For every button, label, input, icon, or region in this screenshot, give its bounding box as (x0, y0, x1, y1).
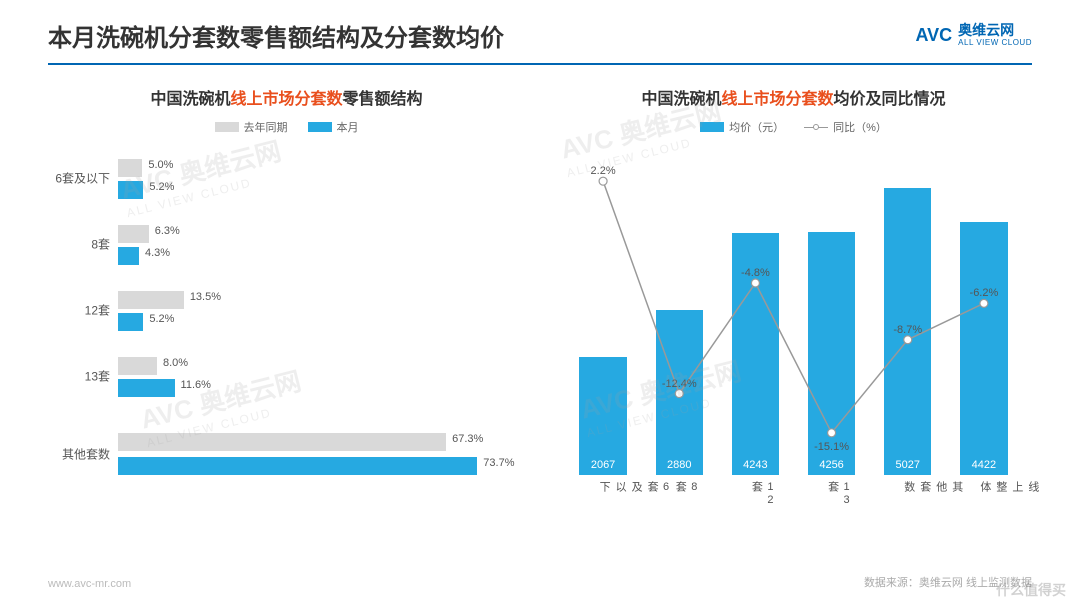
yoy-line (565, 155, 1022, 475)
logo-cn: 奥维云网 (958, 23, 1032, 38)
right-plot-wrap: 20676套及以下28808套424312套425613套5027其他套数442… (555, 145, 1032, 555)
hbar-blue (118, 379, 175, 397)
left-legend: 去年同期 本月 (48, 119, 525, 135)
hbar-blue (118, 313, 143, 331)
swatch-gray (215, 122, 239, 132)
x-category-label: 其他套数 (901, 481, 965, 493)
hbar-gray-value: 67.3% (452, 433, 483, 445)
swatch-bar (700, 122, 724, 132)
swatch-blue (308, 122, 332, 132)
legend-line-label: 同比（%） (833, 119, 887, 135)
hbar-row: 其他套数67.3%73.7% (118, 409, 525, 499)
hbar-blue (118, 247, 139, 265)
footer-url: www.avc-mr.com (48, 578, 131, 590)
hbar-blue-value: 11.6% (181, 379, 211, 391)
hbar-blue-value: 5.2% (149, 181, 174, 193)
right-legend: 均价（元） 同比（%） (555, 119, 1032, 135)
left-title-pre: 中国洗碗机 (150, 91, 230, 108)
right-plot-area: 20676套及以下28808套424312套425613套5027其他套数442… (565, 155, 1022, 475)
x-category-label: 12套 (748, 481, 776, 507)
left-plot-area: 6套及以下 5.0% 5.2% 8套 6.3% 4.3% 12套 13.5% 5.2% 13套 8.… (48, 145, 525, 555)
hbar-blue-value: 4.3% (145, 247, 170, 259)
legend-bar-label: 均价（元） (729, 119, 784, 135)
hbar-category-label: 12套 (48, 302, 110, 319)
swatch-line (804, 122, 828, 132)
hbar-gray (118, 433, 446, 451)
left-title-post: 零售额结构 (343, 91, 423, 108)
hbar-blue (118, 181, 143, 199)
hbar-blue-value: 5.2% (149, 313, 174, 325)
page-title: 本月洗碗机分套数零售额结构及分套数均价 (48, 18, 504, 53)
logo-en: AVC (915, 25, 952, 46)
yoy-point-label: -6.2% (970, 287, 999, 299)
hbar-row: 12套13.5%5.2% (118, 277, 525, 343)
x-category-label: 线上整体 (977, 481, 1041, 493)
hbar-gray-value: 6.3% (155, 225, 180, 237)
x-category-label: 8套 (672, 481, 700, 494)
watermark-corner: 什么值得买 (996, 580, 1066, 600)
legend-blue: 本月 (308, 119, 359, 135)
yoy-point-label: -12.4% (662, 378, 697, 390)
left-chart: 中国洗碗机线上市场分套数零售额结构 去年同期 本月 6套及以下 5.0% 5.2% 8… (48, 85, 525, 555)
yoy-point-label: 2.2% (591, 165, 616, 177)
right-title-pre: 中国洗碗机 (641, 91, 721, 108)
right-title-post: 均价及同比情况 (834, 91, 946, 108)
yoy-point-label: -4.8% (741, 267, 770, 279)
hbar-gray (118, 225, 149, 243)
legend-gray: 去年同期 (215, 119, 288, 135)
brand-logo: AVC 奥维云网 ALL VIEW CLOUD (915, 23, 1032, 47)
hbar-gray (118, 159, 142, 177)
hbar-row: 6套及以下5.0%5.2% (118, 145, 525, 211)
hbar-row: 8套6.3%4.3% (118, 211, 525, 277)
hbar-gray-value: 8.0% (163, 357, 188, 369)
legend-blue-label: 本月 (337, 119, 359, 135)
left-title-accent: 线上市场分套数 (230, 91, 342, 108)
left-chart-title: 中国洗碗机线上市场分套数零售额结构 (48, 85, 525, 109)
hbar-category-label: 其他套数 (48, 446, 110, 463)
hbar-category-label: 8套 (48, 236, 110, 253)
right-title-accent: 线上市场分套数 (721, 91, 833, 108)
x-category-label: 13套 (825, 481, 853, 507)
right-chart-title: 中国洗碗机线上市场分套数均价及同比情况 (555, 85, 1032, 109)
hbar-row: 13套8.0%11.6% (118, 343, 525, 409)
hbar-category-label: 6套及以下 (48, 170, 110, 187)
hbar-gray (118, 357, 157, 375)
yoy-point-label: -8.7% (893, 324, 922, 336)
right-chart: 中国洗碗机线上市场分套数均价及同比情况 均价（元） 同比（%） 20676套及以… (555, 85, 1032, 555)
legend-line: 同比（%） (804, 119, 887, 135)
x-category-label: 6套及以下 (596, 481, 672, 494)
charts-row: 中国洗碗机线上市场分套数零售额结构 去年同期 本月 6套及以下5.0%5.2%8… (0, 65, 1080, 555)
hbar-blue (118, 457, 477, 475)
hbar-gray (118, 291, 184, 309)
logo-sub: ALL VIEW CLOUD (958, 39, 1032, 48)
header: 本月洗碗机分套数零售额结构及分套数均价 AVC 奥维云网 ALL VIEW CL… (0, 0, 1080, 63)
legend-gray-label: 去年同期 (244, 119, 288, 135)
yoy-point-label: -15.1% (814, 441, 849, 453)
legend-bar: 均价（元） (700, 119, 784, 135)
hbar-category-label: 13套 (48, 368, 110, 385)
hbar-gray-value: 13.5% (190, 291, 221, 303)
hbar-blue-value: 73.7% (483, 457, 514, 469)
hbar-gray-value: 5.0% (148, 159, 173, 171)
